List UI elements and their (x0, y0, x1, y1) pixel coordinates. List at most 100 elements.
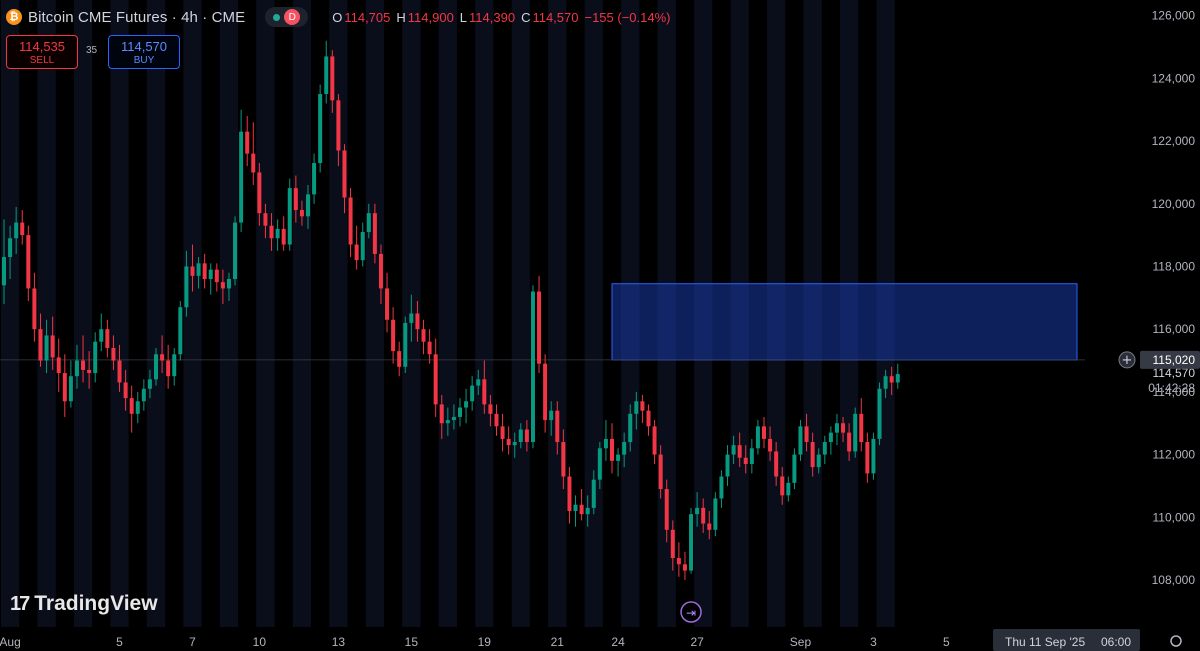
candle-body (172, 354, 177, 377)
candle-body (220, 282, 225, 289)
candle-body (299, 210, 304, 217)
candle-body (816, 454, 821, 468)
candle-body (397, 351, 402, 367)
session-stripe (183, 0, 202, 627)
market-status-pill[interactable]: D (265, 7, 309, 27)
candle-body (841, 423, 846, 433)
candle-body (312, 163, 317, 195)
low-value: 114,390 (469, 9, 516, 25)
candle-body (530, 291, 535, 443)
tradingview-watermark[interactable]: 17 TradingView (10, 592, 158, 616)
candle-body (117, 360, 122, 383)
candle-body (658, 454, 663, 490)
price-tick-label: 122,000 (1152, 134, 1196, 148)
bar-countdown-label: 01:42:28 (1148, 381, 1195, 395)
time-tick-label: 3 (870, 635, 877, 649)
candle-body (768, 438, 773, 452)
candle-body (889, 376, 894, 383)
crosshair-price-tag (1140, 350, 1200, 369)
buy-button[interactable]: 114,570 BUY (108, 35, 180, 69)
candle-body (20, 222, 25, 236)
candle-body (354, 244, 359, 261)
candle-body (877, 388, 882, 439)
price-tick-label: 116,000 (1153, 322, 1196, 336)
time-tick-label: 7 (189, 635, 196, 649)
time-tick-label: 13 (332, 635, 346, 649)
time-tick-label: 24 (611, 635, 625, 649)
buy-price: 114,570 (120, 38, 168, 54)
open-value: 114,705 (344, 9, 391, 25)
session-stripe (256, 0, 275, 627)
candle-body (798, 426, 803, 455)
candle-body (506, 438, 511, 446)
sell-label: SELL (29, 54, 55, 66)
candle-body (50, 335, 55, 358)
candle-body (378, 253, 383, 289)
session-stripe (438, 0, 457, 627)
market-open-dot-icon (273, 13, 281, 21)
crosshair-date-tag (993, 629, 1140, 651)
chart-header: ₿ Bitcoin CME Futures · 4h · CME D O 114,… (6, 6, 675, 28)
candle-body (251, 153, 256, 173)
candle-body (178, 307, 183, 355)
candle-body (208, 269, 213, 280)
sell-button[interactable]: 114,535 SELL (6, 35, 78, 69)
candle-body (62, 373, 67, 402)
demand-zone-layer (0, 283, 1085, 361)
spread-value: 35 (86, 45, 98, 56)
candle-body (154, 354, 158, 380)
candle-body (245, 131, 250, 154)
session-stripe (475, 0, 494, 627)
session-stripe (511, 0, 530, 627)
candle-body (111, 347, 116, 361)
data-status-badge: D (284, 9, 301, 25)
candle-body (652, 426, 657, 455)
candle-body (74, 360, 79, 377)
candle-body (81, 360, 86, 370)
close-value: 114,570 (532, 9, 579, 25)
candle-body (737, 445, 742, 458)
candle-body (464, 401, 469, 408)
candle-body (634, 401, 639, 414)
candle-body (257, 172, 262, 214)
candle-body (202, 263, 207, 280)
event-marker-glyph: ⇥ (686, 606, 696, 620)
candle-body (543, 363, 548, 421)
candle-body (755, 426, 760, 449)
candle-body (804, 426, 809, 443)
symbol-title[interactable]: Bitcoin CME Futures · 4h · CME (28, 8, 246, 26)
session-stripe (0, 0, 20, 627)
candle-body (214, 269, 219, 283)
candle-body (786, 482, 791, 496)
price-tick-label: 120,000 (1152, 197, 1196, 211)
time-tick-label: Aug (0, 635, 21, 649)
candle-body (537, 291, 542, 364)
time-tick-label: Sep (790, 635, 812, 649)
candle-body (38, 329, 43, 361)
candle-body (725, 454, 730, 477)
candle-body (458, 407, 462, 417)
gear-icon[interactable] (1170, 635, 1182, 647)
time-axis-background (0, 627, 1085, 651)
candle-body (640, 401, 645, 411)
candle-body (336, 100, 341, 151)
candle-body (445, 420, 450, 424)
candle-body (14, 222, 19, 239)
candle-body (147, 379, 152, 389)
candle-body (500, 426, 505, 439)
candle-body (622, 442, 627, 455)
add-alert-plus-icon[interactable] (1118, 351, 1136, 369)
current-price-label: 114,570 (1153, 366, 1196, 380)
candle-body (56, 357, 61, 374)
candle-body (646, 410, 651, 427)
candle-body (281, 228, 286, 245)
candle-body (433, 354, 438, 405)
candle-body (184, 266, 189, 308)
candle-body (743, 457, 748, 464)
candle-body (8, 238, 13, 258)
event-marker-icon[interactable] (680, 601, 702, 623)
candle-body (780, 476, 785, 496)
time-tick-label: 5 (943, 635, 950, 649)
candle-body (865, 442, 870, 474)
